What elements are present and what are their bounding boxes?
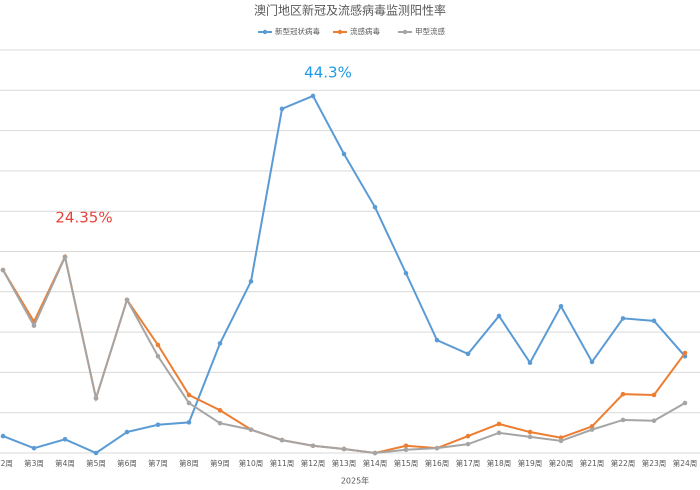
data-point bbox=[124, 297, 130, 303]
data-point bbox=[465, 351, 471, 357]
data-point bbox=[186, 420, 192, 425]
x-tick-label: 第9周 bbox=[210, 458, 230, 468]
data-point bbox=[465, 433, 471, 439]
data-point bbox=[589, 359, 595, 365]
data-point bbox=[682, 400, 688, 406]
data-point bbox=[186, 400, 192, 406]
data-point bbox=[155, 422, 161, 428]
legend-marker bbox=[402, 29, 408, 35]
annotation: 44.3% bbox=[304, 64, 352, 82]
x-axis-title: 2025年 bbox=[341, 476, 369, 486]
x-tick-label: 第12周 bbox=[301, 458, 326, 468]
x-tick-label: 第24周 bbox=[673, 458, 698, 468]
x-tick-label: 第23周 bbox=[642, 458, 667, 468]
data-point bbox=[527, 360, 533, 366]
x-tick-label: 第20周 bbox=[549, 458, 574, 468]
data-point bbox=[496, 430, 502, 436]
data-point bbox=[527, 429, 533, 435]
data-point bbox=[62, 254, 68, 260]
data-point bbox=[155, 342, 161, 348]
data-point bbox=[310, 443, 316, 449]
data-point bbox=[403, 270, 409, 276]
data-point bbox=[217, 341, 223, 346]
x-tick-label: 第4周 bbox=[55, 458, 75, 468]
series-line bbox=[2, 253, 686, 455]
data-point bbox=[465, 441, 471, 447]
legend-label: 甲型流感 bbox=[415, 26, 445, 36]
data-point bbox=[372, 204, 378, 210]
data-point bbox=[279, 106, 285, 112]
data-point bbox=[31, 323, 37, 328]
x-tick-label: 第21周 bbox=[580, 458, 605, 468]
data-point bbox=[558, 438, 564, 444]
data-point bbox=[62, 436, 68, 442]
x-tick-label: 第8周 bbox=[179, 458, 199, 468]
x-tick-label: 第19周 bbox=[518, 458, 543, 468]
x-tick-label: 第17周 bbox=[456, 458, 481, 468]
series-line bbox=[2, 253, 686, 455]
data-point bbox=[496, 313, 502, 319]
data-point bbox=[248, 279, 254, 284]
data-point bbox=[558, 435, 564, 440]
data-point bbox=[279, 437, 285, 443]
series-line bbox=[2, 94, 686, 455]
data-point bbox=[651, 392, 657, 398]
data-point bbox=[527, 434, 533, 440]
data-point bbox=[31, 445, 37, 451]
data-point bbox=[620, 391, 626, 397]
data-point bbox=[651, 318, 657, 324]
data-point bbox=[93, 395, 99, 401]
x-tick-label: 第22周 bbox=[611, 458, 636, 468]
data-point bbox=[0, 267, 6, 273]
data-point bbox=[186, 392, 192, 398]
data-point bbox=[620, 417, 626, 423]
chart-title: 澳门地区新冠及流感病毒监测阳性率 bbox=[254, 3, 446, 18]
data-point bbox=[403, 443, 409, 449]
data-point bbox=[124, 429, 130, 435]
data-point bbox=[248, 427, 254, 432]
data-point bbox=[403, 447, 409, 453]
data-point bbox=[682, 350, 688, 356]
data-point bbox=[217, 407, 223, 413]
data-point bbox=[496, 421, 502, 427]
data-point bbox=[93, 450, 99, 456]
data-point bbox=[434, 337, 440, 343]
data-point bbox=[0, 433, 6, 439]
x-tick-label: 第3周 bbox=[24, 458, 44, 468]
data-point bbox=[589, 424, 595, 429]
data-point bbox=[341, 151, 347, 157]
x-tick-label: 第13周 bbox=[332, 458, 357, 468]
legend-label: 新型冠状病毒 bbox=[275, 26, 320, 36]
annotation: 24.35% bbox=[55, 209, 112, 227]
x-tick-label: 第7周 bbox=[148, 458, 168, 468]
data-point bbox=[651, 418, 657, 424]
data-point bbox=[589, 427, 595, 432]
x-tick-label: 第18周 bbox=[487, 458, 512, 468]
legend-label: 流感病毒 bbox=[350, 26, 380, 36]
data-point bbox=[155, 353, 161, 359]
data-point bbox=[217, 420, 223, 426]
x-tick-label: 第11周 bbox=[270, 458, 295, 468]
data-point bbox=[310, 93, 316, 99]
x-tick-label: 第6周 bbox=[117, 458, 137, 468]
legend-marker bbox=[262, 29, 268, 35]
x-tick-label: 第14周 bbox=[363, 458, 388, 468]
data-point bbox=[372, 450, 378, 456]
x-tick-label: 第16周 bbox=[425, 458, 450, 468]
data-point bbox=[558, 304, 564, 309]
x-tick-label: 第10周 bbox=[239, 458, 264, 468]
x-tick-label: 第2周 bbox=[0, 458, 13, 468]
x-tick-label: 第15周 bbox=[394, 458, 419, 468]
x-tick-label: 第5周 bbox=[86, 458, 106, 468]
legend-marker bbox=[337, 29, 343, 35]
data-point bbox=[620, 316, 626, 321]
data-point bbox=[434, 445, 440, 451]
data-point bbox=[341, 446, 347, 452]
